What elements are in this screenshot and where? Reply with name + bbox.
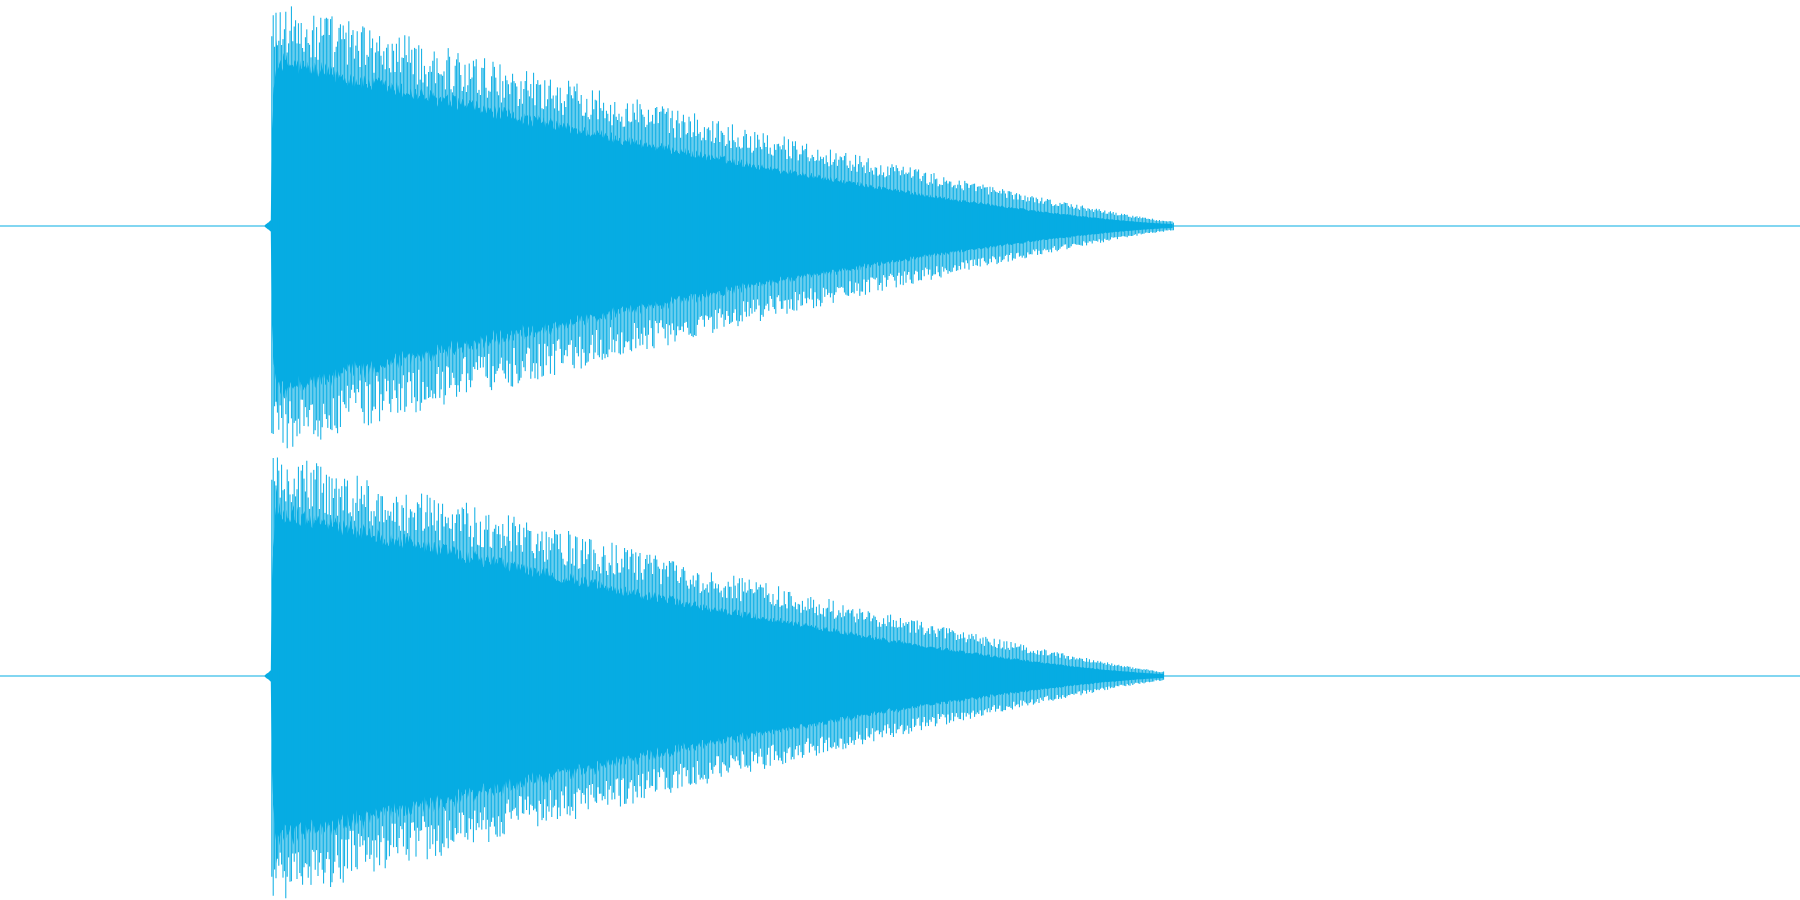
- channel-1: [0, 6, 1800, 449]
- channel-2: [0, 457, 1800, 899]
- channels-group: [0, 6, 1800, 899]
- waveform-peaks: [271, 6, 1174, 449]
- waveform-peaks: [271, 457, 1165, 899]
